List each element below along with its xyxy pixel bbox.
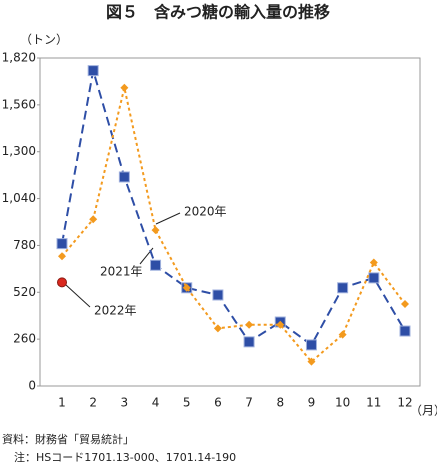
- point: [213, 324, 222, 333]
- leader-line: [65, 284, 91, 308]
- footnote: 注：HSコード1701.13-000、1701.14-190: [14, 450, 236, 464]
- point: [243, 336, 255, 348]
- x-tick-label: 5: [183, 396, 191, 410]
- y-tick-label: 1,560: [2, 97, 36, 111]
- point: [89, 215, 98, 224]
- x-tick-label: 1: [58, 396, 66, 410]
- point: [120, 83, 129, 92]
- point: [369, 258, 378, 267]
- x-tick-label: 6: [214, 396, 222, 410]
- y-tick-label: 1,040: [2, 191, 36, 205]
- x-tick-label: 4: [152, 396, 160, 410]
- point: [118, 171, 130, 183]
- x-tick-label: 8: [276, 396, 284, 410]
- series-label: 2020年: [184, 205, 227, 219]
- plot-frame: [39, 57, 421, 387]
- y-tick-label: 780: [13, 238, 36, 252]
- point: [245, 320, 254, 329]
- y-tick-label: 1,820: [2, 51, 36, 65]
- point: [368, 272, 380, 284]
- x-tick-label: 10: [335, 396, 350, 410]
- x-tick-label: 9: [308, 396, 316, 410]
- x-tick-label: 12: [397, 396, 412, 410]
- point: [338, 330, 347, 339]
- point: [276, 320, 285, 329]
- x-tick-label: 3: [121, 396, 129, 410]
- leader-line: [155, 212, 181, 225]
- y-tick-label: 260: [13, 332, 36, 346]
- x-tick-label: 7: [245, 396, 253, 410]
- point: [212, 289, 224, 301]
- y-unit: （トン）: [20, 33, 68, 47]
- series-line: [61, 70, 406, 347]
- source-note: 資料：財務省「貿易統計」: [2, 432, 134, 446]
- chart-title: 図５ 含みつ糖の輸入量の推移: [106, 3, 330, 22]
- point: [150, 259, 162, 271]
- series-label: 2021年: [100, 265, 143, 279]
- point: [87, 65, 99, 77]
- point: [182, 283, 191, 292]
- y-tick-label: 1,300: [2, 144, 36, 158]
- point: [307, 357, 316, 366]
- point: [305, 339, 317, 351]
- point: [401, 300, 409, 308]
- point: [337, 282, 349, 294]
- y-tick-label: 520: [13, 285, 36, 299]
- point: [57, 277, 67, 288]
- point: [151, 226, 160, 235]
- point: [58, 252, 66, 261]
- y-tick-label: 0: [28, 379, 36, 393]
- x-tick-label: 11: [366, 396, 381, 410]
- series-label: 2022年: [94, 304, 137, 318]
- point: [56, 238, 68, 250]
- x-unit: （月）: [410, 404, 437, 418]
- x-tick-label: 2: [89, 396, 97, 410]
- point: [399, 325, 411, 337]
